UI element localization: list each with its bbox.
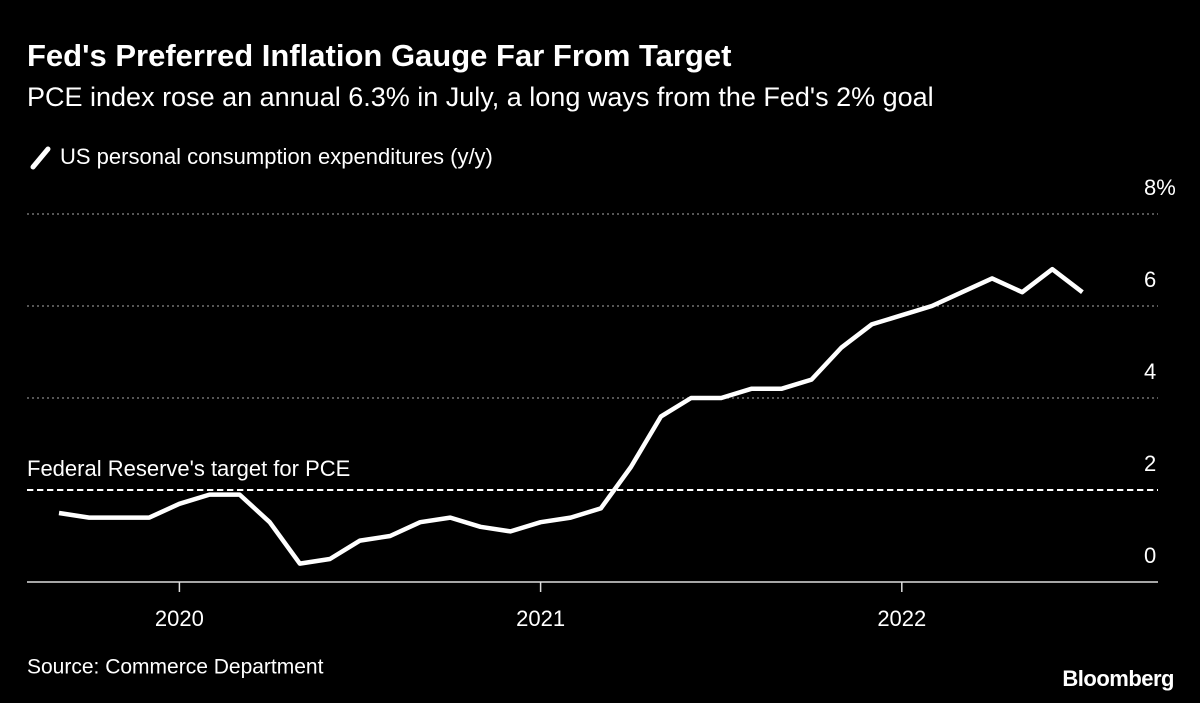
legend-swatch [30, 146, 51, 170]
y-tick-label: 2 [1144, 451, 1156, 476]
y-tick-label: 0 [1144, 543, 1156, 568]
legend-label: US personal consumption expenditures (y/… [60, 144, 493, 169]
y-tick-label: 4 [1144, 359, 1156, 384]
brand: Bloomberg [1062, 666, 1174, 691]
x-tick-label: 2020 [155, 606, 204, 631]
x-tick-label: 2022 [877, 606, 926, 631]
chart-subtitle: PCE index rose an annual 6.3% in July, a… [27, 82, 934, 112]
chart-title: Fed's Preferred Inflation Gauge Far From… [27, 38, 731, 73]
source: Source: Commerce Department [27, 656, 324, 679]
target-label: Federal Reserve's target for PCE [27, 456, 350, 481]
y-tick-label: 8% [1144, 175, 1176, 200]
series-line [58, 266, 1084, 566]
x-tick-label: 2021 [516, 606, 565, 631]
y-tick-label: 6 [1144, 267, 1156, 292]
